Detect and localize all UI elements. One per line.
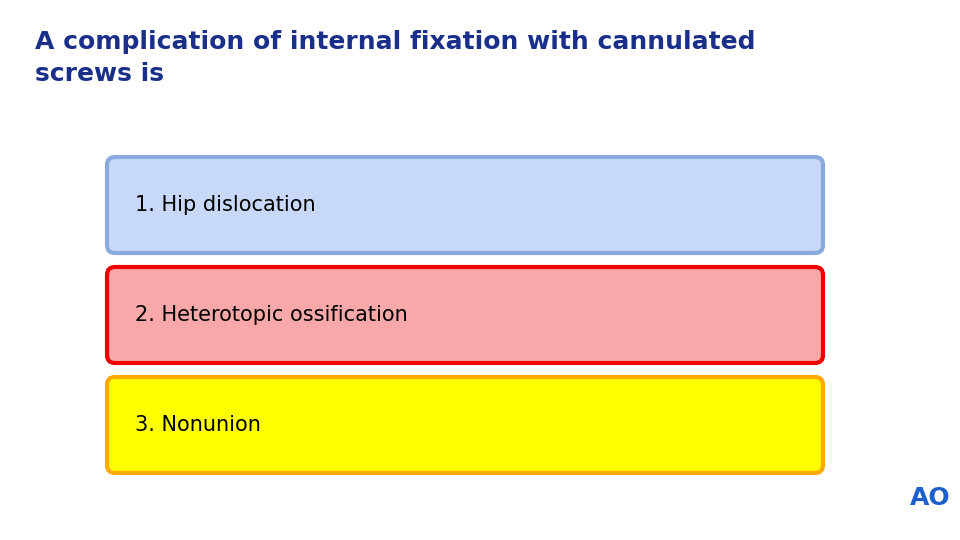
Text: A complication of internal fixation with cannulated
screws is: A complication of internal fixation with… [35,30,756,86]
FancyBboxPatch shape [107,377,823,473]
FancyBboxPatch shape [107,157,823,253]
FancyBboxPatch shape [107,267,823,363]
Text: 2. Heterotopic ossification: 2. Heterotopic ossification [135,305,408,325]
Text: 1. Hip dislocation: 1. Hip dislocation [135,195,316,215]
Text: 3. Nonunion: 3. Nonunion [135,415,261,435]
Text: AO: AO [910,486,950,510]
